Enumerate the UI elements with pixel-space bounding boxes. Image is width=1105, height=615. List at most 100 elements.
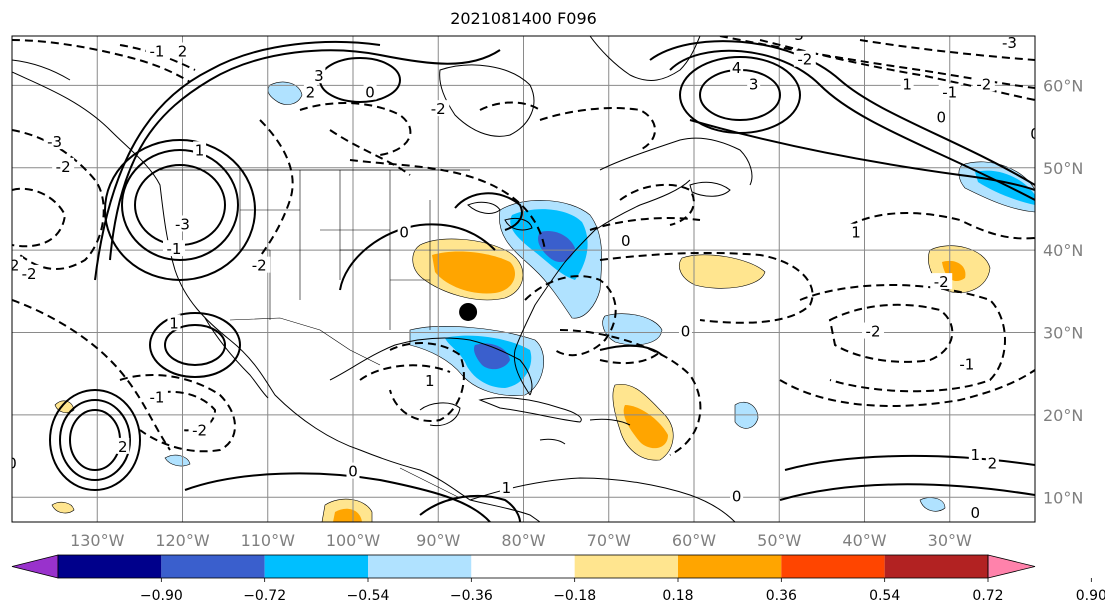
colorbar-tick-label: −0.90: [140, 588, 183, 604]
contour-label: 4: [732, 59, 742, 77]
contour-label-bg: [188, 421, 211, 438]
longitude-label: 100°W: [326, 531, 381, 550]
contours-positive: [49, 40, 1035, 522]
colorbar-extend-low: [11, 554, 59, 579]
contour-label-bg: [785, 36, 808, 42]
contour-label-bg: [900, 75, 914, 92]
latitude-labels: 10°N 20°N 30°N 40°N 50°N 60°N: [1043, 76, 1083, 507]
contour-label-bg: [968, 446, 982, 463]
contour-label: 2: [306, 84, 316, 102]
contour-label: 3: [314, 67, 324, 85]
colorbar-tick-label: 0.36: [766, 588, 797, 604]
colorbar-tick-label: 0.72: [972, 588, 1003, 604]
contour-label-bg: [730, 58, 744, 75]
contour-label-bg: [678, 322, 692, 339]
contour-label: -2: [22, 265, 37, 283]
colorbar-segment: [368, 555, 472, 578]
contour-label-bg: [849, 223, 863, 240]
contour-label: 0: [7, 454, 17, 472]
colorbar-segment: [161, 555, 265, 578]
longitude-label: 130°W: [70, 531, 125, 550]
contour-label-bg: [193, 141, 207, 158]
contour-label-bg: [248, 256, 271, 273]
colorbar-tick-label: 0.90: [1076, 588, 1105, 604]
colorbar-segment: [884, 555, 988, 578]
contours-negative: [12, 36, 1035, 456]
storm-center-marker: [459, 302, 478, 321]
latitude-label: 30°N: [1043, 324, 1083, 343]
contour-label: 1: [195, 141, 205, 159]
contour-labels: -2-3-2-1 21-3-132 0-20-212-2-1-20101001-2-…: [5, 26, 1040, 522]
contour-label-bg: [930, 273, 953, 290]
contour-label-bg: [162, 240, 185, 257]
contour-label-bg: [619, 231, 633, 248]
contour-label-bg: [12, 454, 19, 471]
contour-label: -2: [866, 323, 881, 341]
colorbar-tick-label: 0.54: [869, 588, 900, 604]
colorbar-segment: [781, 555, 885, 578]
longitude-labels: 130°W 120°W 110°W 100°W 90°W 80°W 70°W 60°W 50°W…: [70, 531, 972, 550]
colorbar-segment: [58, 555, 162, 578]
contour-label: -3: [789, 26, 804, 44]
longitude-label: 110°W: [241, 531, 296, 550]
colorbar-segment: [471, 555, 575, 578]
contour-label: -2: [5, 257, 20, 275]
colorbar-tick-label: −0.36: [450, 588, 493, 604]
contour-label: -1: [149, 388, 164, 406]
contour-label: 0: [681, 323, 691, 341]
colorbar-frame: [57, 554, 989, 579]
contour-label: -3: [47, 133, 62, 151]
contour-label-bg: [176, 42, 189, 59]
contour-label: 1: [851, 224, 861, 242]
contour-label-bg: [938, 83, 961, 100]
latitude-label: 50°N: [1043, 159, 1083, 178]
colorbar-segment: [264, 555, 368, 578]
contour-label: -2: [976, 75, 991, 93]
map-area: -2-3-2-1 21-3-132 0-20-212-2-1-20101001-2-…: [5, 26, 1040, 522]
contour-label: -2: [56, 158, 71, 176]
contour-label-bg: [862, 322, 885, 339]
contour-label-bg: [116, 437, 130, 454]
contour-label-bg: [427, 100, 450, 117]
contour-label: 0: [621, 232, 631, 250]
colorbar-tick-label: −0.72: [243, 588, 286, 604]
colorbar-tick-label: 0.18: [662, 588, 693, 604]
map-frame: [11, 35, 1036, 523]
contour-label-bg: [985, 454, 999, 471]
contour-label: 1: [169, 314, 179, 332]
contour-label-bg: [43, 133, 66, 150]
coastlines: [12, 36, 753, 522]
contour-label-bg: [346, 462, 360, 479]
contour-label: 0: [399, 224, 409, 242]
longitude-label: 80°W: [501, 531, 545, 550]
contour-label-bg: [303, 83, 317, 100]
latitude-label: 10°N: [1043, 488, 1083, 507]
colorbar: −0.90 −0.72 −0.54 −0.36 −0.18 0.18 0.36 0.54 0.7…: [11, 554, 1105, 604]
contour-label: 1: [971, 446, 981, 464]
contour-label: 2: [988, 454, 998, 472]
longitude-label: 40°W: [842, 531, 886, 550]
contour-label: 0: [365, 84, 375, 102]
contour-label: -2: [934, 273, 949, 291]
longitude-label: 30°W: [928, 531, 972, 550]
contour-label: -2: [252, 257, 267, 275]
contour-label-bg: [12, 256, 23, 273]
contour-label: 0: [1030, 125, 1040, 143]
latitude-label: 60°N: [1043, 76, 1083, 95]
colorbar-tick-label: −0.54: [347, 588, 390, 604]
contour-label-bg: [1028, 124, 1035, 141]
contour-label: 0: [971, 504, 981, 522]
contour-label: -1: [959, 355, 974, 373]
contour-label: -1: [166, 240, 181, 258]
contour-label: 3: [749, 75, 759, 93]
map-title: 2021081400 F096: [450, 9, 597, 28]
colorbar-segment: [678, 555, 782, 578]
longitude-label: 90°W: [416, 531, 460, 550]
contour-label: 0: [348, 463, 358, 481]
contour-label-bg: [972, 75, 995, 92]
contour-label-bg: [145, 42, 168, 59]
colorbar-tick-label: −0.18: [553, 588, 596, 604]
contour-label-bg: [730, 487, 744, 504]
contour-label-bg: [145, 388, 168, 405]
colorbar-segment: [574, 555, 678, 578]
